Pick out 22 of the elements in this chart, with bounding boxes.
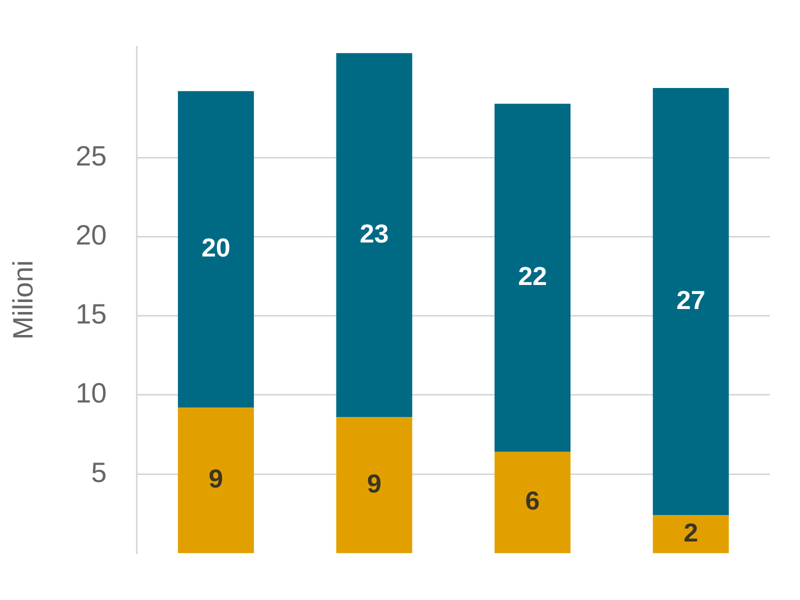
data-label: 9 <box>208 464 224 494</box>
data-label: 20 <box>201 232 230 263</box>
data-label: 6 <box>525 486 540 516</box>
data-label: 23 <box>360 218 389 248</box>
y-tick-label: 20 <box>76 219 107 250</box>
data-label: 22 <box>518 261 547 292</box>
bar <box>652 515 729 554</box>
bar <box>494 104 571 452</box>
y-tick-label: 25 <box>76 140 107 172</box>
y-tick-label: 10 <box>76 378 107 409</box>
y-axis-title: Milioni <box>8 260 39 340</box>
data-label: 27 <box>676 284 706 315</box>
bar <box>652 88 729 516</box>
data-label: 2 <box>684 517 698 548</box>
bar <box>494 452 571 554</box>
bar <box>178 91 254 408</box>
y-tick-label: 5 <box>91 456 107 488</box>
bar <box>178 408 254 554</box>
bar <box>336 53 412 418</box>
data-label: 9 <box>366 468 382 498</box>
bar <box>336 417 412 554</box>
y-tick-label: 15 <box>76 298 107 330</box>
